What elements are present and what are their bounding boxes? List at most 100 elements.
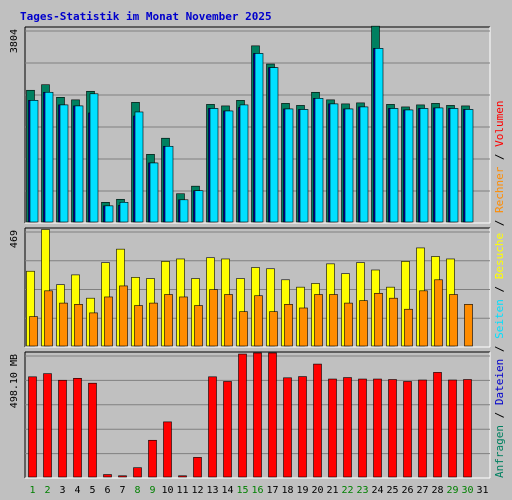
bar-rechner-27 [419,290,428,347]
bar-rechner-6 [104,296,113,347]
legend-separator: / [493,405,506,425]
bar-rechner-1 [29,316,38,347]
legend-item-besuche: Besuche [493,233,506,279]
bar-rechner-12 [194,305,203,347]
bar-seiten-3 [59,104,69,223]
x-tick-label-19: 19 [296,485,308,496]
bar-volumen-26 [403,381,412,478]
x-tick-label-25: 25 [386,485,398,496]
x-tick-label-28: 28 [431,485,443,496]
x-tick-label-26: 26 [401,485,413,496]
bar-volumen-15 [238,353,247,478]
bar-volumen-19 [298,376,307,478]
x-tick-label-16: 16 [251,485,263,496]
legend-separator: / [493,147,506,167]
bar-rechner-21 [329,294,338,347]
x-tick-label-20: 20 [311,485,323,496]
bar-seiten-24 [374,48,384,223]
bar-volumen-16 [253,352,262,478]
bar-rechner-9 [149,302,158,347]
x-tick-label-10: 10 [161,485,173,496]
bar-rechner-23 [359,300,368,347]
panel-mid: 469 [9,227,491,348]
bar-volumen-10 [163,421,172,478]
bar-seiten-22 [344,108,354,223]
bar-volumen-3 [58,379,67,478]
bar-volumen-7 [118,475,127,478]
bar-rechner-16 [254,295,263,347]
bar-rechner-25 [389,297,398,347]
bar-volumen-6 [103,474,112,478]
bar-volumen-12 [193,457,202,478]
x-tick-label-21: 21 [326,485,338,496]
x-tick-label-13: 13 [206,485,218,496]
y-tick-label-bot: 498.10 MB [9,354,20,408]
bar-volumen-22 [343,377,352,478]
legend-item-seiten: Seiten [493,299,506,339]
bar-seiten-20 [314,98,324,223]
bar-seiten-19 [299,109,309,223]
x-tick-label-22: 22 [341,485,353,496]
legend-separator: / [493,339,506,359]
bar-seiten-2 [44,91,54,223]
bar-seiten-10 [164,145,174,223]
bar-seiten-5 [89,93,99,223]
panel-bot: 498.10 MB [9,351,491,479]
bar-rechner-13 [209,289,218,347]
bar-volumen-9 [148,439,157,478]
bar-rechner-29 [449,294,458,347]
bar-seiten-12 [194,190,204,223]
bar-volumen-30 [463,379,472,478]
x-tick-label-2: 2 [44,485,50,496]
bar-seiten-30 [464,109,474,223]
bar-seiten-1 [29,100,39,223]
legend-item-dateien: Dateien [493,359,506,405]
bar-volumen-28 [433,372,442,478]
bar-rechner-8 [134,305,143,347]
x-tick-label-8: 8 [134,485,140,496]
bar-volumen-14 [223,381,232,478]
bar-volumen-20 [313,363,322,478]
x-tick-label-15: 15 [236,485,248,496]
bar-rechner-24 [374,292,383,347]
bar-rechner-4 [74,304,83,347]
x-tick-label-24: 24 [371,485,383,496]
x-tick-label-5: 5 [89,485,95,496]
x-tick-label-11: 11 [176,485,188,496]
bar-rechner-17 [269,311,278,347]
bar-seiten-6 [104,205,114,223]
bar-rechner-3 [59,302,68,347]
bar-rechner-5 [89,312,98,347]
y-tick-label-top: 3804 [9,29,20,53]
legend-separator: / [493,213,506,233]
bar-seiten-16 [254,53,264,223]
bar-volumen-1 [28,376,37,478]
chart-title: Tages-Statistik im Monat November 2025 [20,10,272,23]
bar-seiten-25 [389,108,399,223]
bar-volumen-11 [178,475,187,478]
bar-rechner-2 [44,290,53,347]
y-tick-label-mid: 469 [9,230,20,248]
bar-rechner-10 [164,294,173,347]
bar-seiten-14 [224,110,234,223]
bar-rechner-26 [404,308,413,347]
legend-separator: / [493,279,506,299]
x-tick-label-29: 29 [446,485,458,496]
bar-seiten-4 [74,105,84,223]
bar-rechner-15 [239,311,248,347]
bar-rechner-30 [464,304,473,347]
bar-seiten-26 [404,109,414,223]
bar-rechner-18 [284,304,293,347]
legend-item-rechner: Rechner [493,166,506,213]
bar-seiten-13 [209,108,219,223]
bar-volumen-8 [133,467,142,478]
bar-volumen-2 [43,373,52,478]
x-tick-label-31: 31 [476,485,488,496]
x-tick-label-12: 12 [191,485,203,496]
bar-seiten-27 [419,108,429,223]
bar-seiten-8 [134,111,144,223]
bar-volumen-18 [283,377,292,478]
bar-volumen-13 [208,376,217,478]
